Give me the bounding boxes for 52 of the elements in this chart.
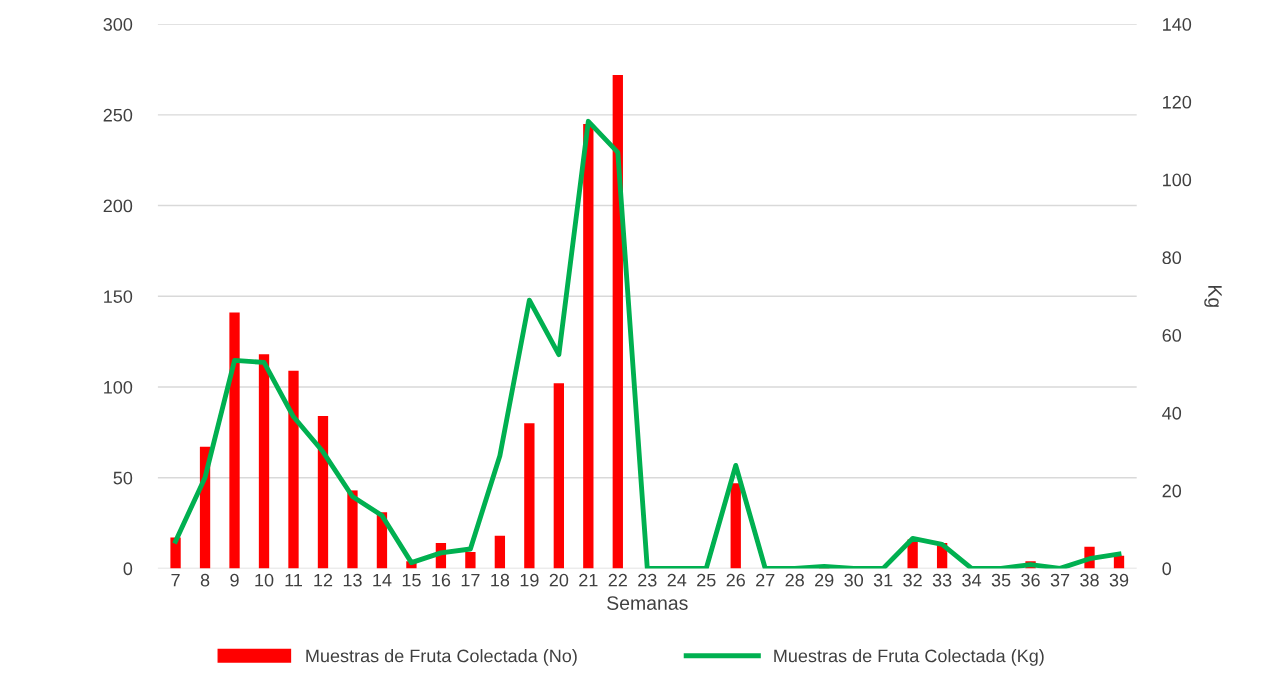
y-tick-label: 50: [113, 471, 133, 485]
y-tick-label: 100: [104, 380, 133, 394]
x-tick-label: 25: [697, 573, 716, 587]
x-tick-label: 29: [815, 573, 834, 587]
x-tick-label: 28: [785, 573, 804, 587]
y-tick-label: 300: [103, 18, 133, 31]
y-tick-label: 0: [123, 562, 133, 576]
x-tick-label: 39: [1109, 573, 1129, 587]
x-tick-label: 19: [520, 573, 539, 587]
x-tick-label: 24: [667, 573, 687, 587]
x-tick-label: 35: [991, 573, 1011, 587]
x-tick-label: 34: [962, 573, 982, 587]
y-tick-label: 250: [103, 108, 133, 122]
x-tick-label: 30: [844, 573, 863, 587]
y2-tick-label: 20: [1162, 484, 1182, 498]
y2-tick-label: 140: [1163, 18, 1192, 31]
y2-tick-label: 0: [1162, 562, 1172, 576]
x-tick-label: 7: [171, 573, 180, 587]
x-tick-label: 14: [373, 573, 392, 587]
x-tick-label: 9: [230, 573, 239, 587]
x-tick-label: 33: [932, 573, 952, 587]
x-tick-label: 32: [903, 573, 922, 587]
x-tick-label: 37: [1050, 573, 1070, 587]
x-tick-label: 15: [402, 573, 421, 587]
y2-tick-label: 120: [1163, 95, 1192, 109]
x-tick-label: 36: [1021, 573, 1040, 587]
y2-tick-label: 40: [1162, 406, 1182, 420]
x-tick-label: 13: [343, 573, 362, 587]
x-tick-label: 10: [255, 573, 274, 587]
legend-label: Muestras de Fruta Colectada (No): [306, 649, 577, 666]
x-tick-label: 11: [285, 573, 302, 587]
x-axis-title: Semanas: [607, 596, 688, 610]
x-tick-label: 8: [200, 573, 210, 587]
x-tick-label: 16: [432, 573, 451, 587]
x-tick-label: 38: [1080, 573, 1099, 587]
y2-tick-label: 100: [1163, 173, 1192, 187]
x-tick-label: 31: [873, 573, 893, 587]
x-tick-label: 27: [756, 573, 775, 587]
x-tick-label: 21: [579, 573, 598, 587]
y2-tick-label: 60: [1162, 329, 1182, 342]
x-tick-label: 18: [491, 573, 510, 587]
y2-tick-label: 80: [1162, 251, 1182, 265]
x-tick-label: 22: [608, 573, 627, 587]
y2-axis-title: Kg: [1204, 285, 1222, 307]
y-tick-label: 200: [103, 199, 133, 213]
legend-label: Muestras de Fruta Colectada (Kg): [774, 649, 1044, 666]
x-tick-label: 26: [726, 573, 745, 587]
x-tick-label: 23: [638, 573, 657, 587]
x-tick-label: 20: [549, 573, 569, 587]
y-tick-label: 150: [104, 290, 133, 303]
x-tick-label: 12: [314, 573, 333, 587]
x-tick-label: 17: [461, 573, 480, 587]
